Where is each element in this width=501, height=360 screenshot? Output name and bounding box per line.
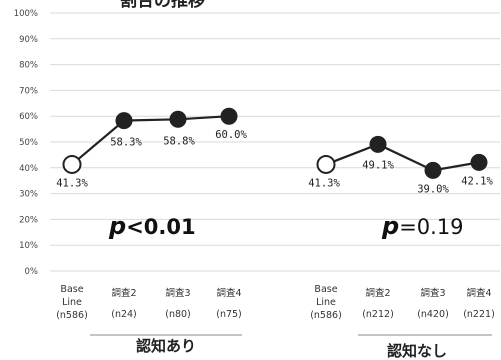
data-point [115,112,133,130]
y-tick-label: 10% [19,241,38,251]
x-tick-label: 調査3 (n420) [417,287,449,320]
series-line [71,115,230,166]
chart-title: 割合の推移 [120,0,205,11]
group-label: 認知なし [387,342,447,360]
data-label: 60.0% [215,129,247,141]
data-label: 39.0% [417,183,449,195]
y-axis-ticks: 0% 10% 20% 30% 40% 50% 60% 70% 80% 90% 100% [14,9,38,277]
x-tick-label: 調査2 (n24) [111,287,137,320]
y-tick-label: 80% [19,61,38,71]
y-tick-label: 30% [19,190,38,200]
y-tick-label: 70% [19,86,38,96]
data-label: 41.3% [56,177,88,189]
series-line [325,143,480,172]
data-point [369,135,387,153]
data-point [470,153,488,171]
x-tick-label: Base Line (n586) [310,284,342,321]
data-point [169,110,187,128]
group-label: 認知あり [136,337,196,355]
x-tick-label: 調査4 (n221) [463,287,495,320]
y-tick-label: 50% [19,138,38,148]
series-layer [62,107,488,179]
data-label: 42.1% [461,175,493,187]
y-tick-label: 60% [19,112,38,122]
data-point [424,161,442,179]
p-value-label: p=0.19 [381,212,464,240]
data-label: 58.8% [163,135,195,147]
y-tick-label: 90% [19,35,38,45]
y-tick-label: 100% [14,9,38,19]
data-label: 41.3% [308,177,340,189]
x-tick-label: Base Line (n586) [56,284,88,321]
data-label: 49.1% [362,159,394,171]
label-layer: 41.3% 58.3% 58.8% 60.0% Base Line (n586) 調査2 (n2… [56,129,495,360]
x-tick-label: 調査4 (n75) [216,287,242,320]
data-point [220,107,238,125]
p-value-label: p<0.01 [108,212,196,240]
baseline-marker [62,154,82,174]
y-tick-label: 20% [19,215,38,225]
data-label: 58.3% [110,137,142,149]
y-tick-label: 40% [19,164,38,174]
y-tick-label: 0% [25,267,39,277]
x-tick-label: 調査2 (n212) [362,287,394,320]
baseline-marker [316,154,336,174]
x-tick-label: 調査3 (n80) [165,287,191,320]
